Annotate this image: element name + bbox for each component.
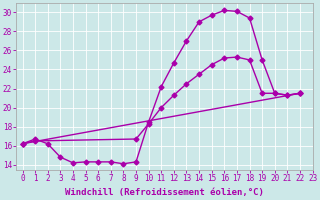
X-axis label: Windchill (Refroidissement éolien,°C): Windchill (Refroidissement éolien,°C): [65, 188, 264, 197]
